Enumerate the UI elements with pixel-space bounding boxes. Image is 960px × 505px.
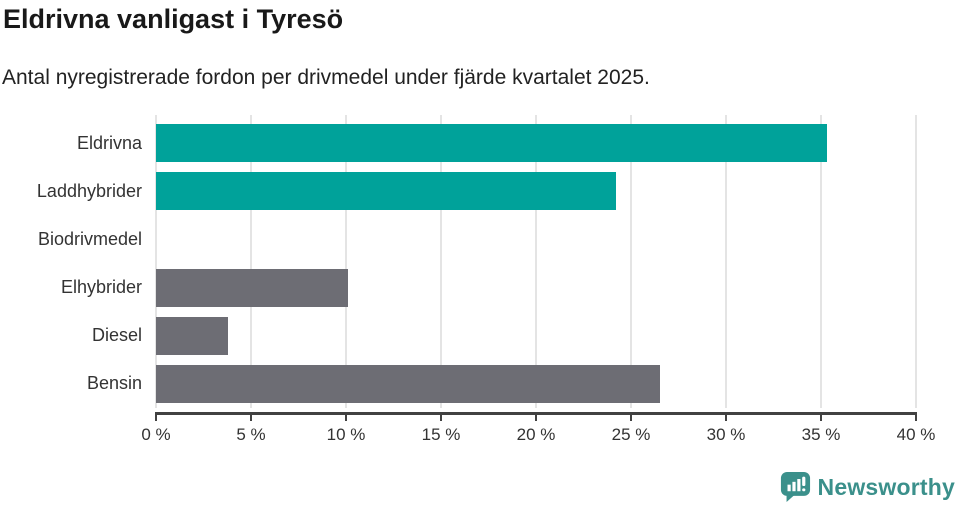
chart-title: Eldrivna vanligast i Tyresö [3,4,344,34]
gridline [250,115,252,408]
axis-tick [345,415,347,421]
gridline [440,115,442,408]
gridline [725,115,727,408]
bar-eldrivna [156,124,827,163]
axis-tick-label: 35 % [801,425,841,444]
axis-tick-label: 40 % [896,425,936,444]
bar-laddhybrider [156,172,616,211]
category-axis-labels: Eldrivna Laddhybrider Biodrivmedel Elhybrid… [0,119,142,408]
category-label: Bensin [86,373,142,394]
axis-tick [725,415,727,421]
plot-area [156,119,916,408]
axis-tick-label: 0 % [141,425,171,444]
bar-diesel [156,316,229,355]
gridline [535,115,537,408]
bar-row [156,360,916,408]
category-label: Elhybrider [60,277,142,298]
gridline [345,115,347,408]
axis-tick [155,415,157,421]
gridline [155,115,157,408]
brand-name: Newsworthy [817,473,955,500]
category-label: Eldrivna [76,132,142,153]
axis-tick-label: 10 % [326,425,366,444]
axis-tick [915,415,917,421]
axis-tick-label: 15 % [421,425,461,444]
bar-row [156,215,916,263]
gridline [630,115,632,408]
gridlines [155,115,917,408]
category-label: Biodrivmedel [37,228,142,249]
axis-tick [250,415,252,421]
x-axis-line [155,412,917,415]
axis-tick [820,415,822,421]
bar-row [156,167,916,215]
x-axis-ticks [155,415,917,421]
axis-tick-label: 5 % [236,425,266,444]
gridline [915,115,917,408]
bar-row [156,312,916,360]
newsworthy-logo-icon [780,471,810,503]
brand-footer: Newsworthy [780,471,955,503]
category-label: Diesel [91,325,142,346]
bar-row [156,264,916,312]
axis-tick [440,415,442,421]
bar-bensin [156,364,660,403]
x-axis-tick-labels: 0 % 5 % 10 % 15 % 20 % 25 % 30 % 35 % 40 % [141,425,935,445]
axis-tick-label: 20 % [516,425,556,444]
category-label: Laddhybrider [36,180,142,201]
axis-tick-label: 25 % [611,425,651,444]
axis-tick [535,415,537,421]
axis-tick-label: 30 % [706,425,746,444]
gridline [820,115,822,408]
chart-subtitle: Antal nyregistrerade fordon per drivmede… [2,66,650,89]
axis-tick [630,415,632,421]
bar-elhybrider [156,268,348,307]
bar-row [156,119,916,167]
